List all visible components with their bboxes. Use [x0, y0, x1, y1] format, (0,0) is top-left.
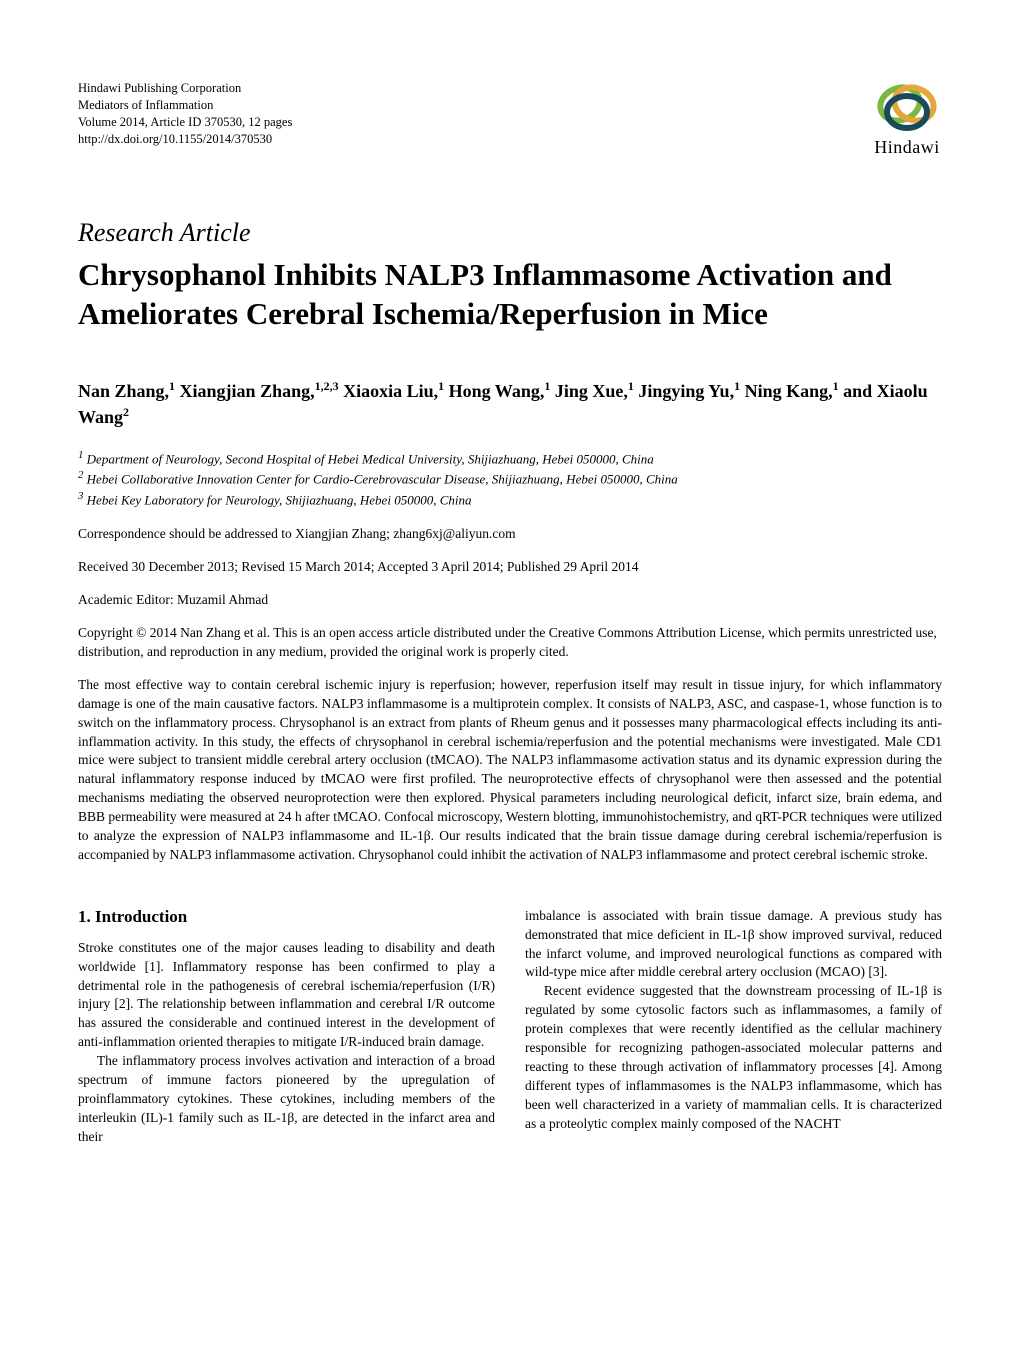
paragraph: Recent evidence suggested that the downs…	[525, 982, 942, 1133]
hindawi-logo-icon	[872, 80, 942, 135]
publisher-line: http://dx.doi.org/10.1155/2014/370530	[78, 131, 292, 148]
affiliation: 2 Hebei Collaborative Innovation Center …	[78, 468, 942, 489]
paragraph: The inflammatory process involves activa…	[78, 1052, 495, 1146]
affiliation: 1 Department of Neurology, Second Hospit…	[78, 448, 942, 469]
affiliation: 3 Hebei Key Laboratory for Neurology, Sh…	[78, 489, 942, 510]
publisher-logo: Hindawi	[872, 80, 942, 158]
paragraph: imbalance is associated with brain tissu…	[525, 907, 942, 983]
publisher-line: Mediators of Inflammation	[78, 97, 292, 114]
publisher-line: Hindawi Publishing Corporation	[78, 80, 292, 97]
paragraph: Stroke constitutes one of the major caus…	[78, 939, 495, 1052]
article-title: Chrysophanol Inhibits NALP3 Inflammasome…	[78, 256, 942, 334]
correspondence: Correspondence should be addressed to Xi…	[78, 525, 942, 544]
logo-text: Hindawi	[874, 137, 940, 158]
body-text: imbalance is associated with brain tissu…	[525, 907, 942, 1134]
body-text: Stroke constitutes one of the major caus…	[78, 939, 495, 1147]
publisher-line: Volume 2014, Article ID 370530, 12 pages	[78, 114, 292, 131]
publisher-info: Hindawi Publishing Corporation Mediators…	[78, 80, 292, 148]
affiliations: 1 Department of Neurology, Second Hospit…	[78, 448, 942, 510]
authors-list: Nan Zhang,1 Xiangjian Zhang,1,2,3 Xiaoxi…	[78, 378, 942, 430]
body-columns: 1. Introduction Stroke constitutes one o…	[78, 907, 942, 1147]
article-type: Research Article	[78, 218, 942, 248]
left-column: 1. Introduction Stroke constitutes one o…	[78, 907, 495, 1147]
header-row: Hindawi Publishing Corporation Mediators…	[78, 80, 942, 158]
right-column: imbalance is associated with brain tissu…	[525, 907, 942, 1147]
copyright: Copyright © 2014 Nan Zhang et al. This i…	[78, 624, 942, 662]
article-dates: Received 30 December 2013; Revised 15 Ma…	[78, 558, 942, 577]
abstract: The most effective way to contain cerebr…	[78, 676, 942, 865]
academic-editor: Academic Editor: Muzamil Ahmad	[78, 591, 942, 610]
section-heading: 1. Introduction	[78, 907, 495, 927]
